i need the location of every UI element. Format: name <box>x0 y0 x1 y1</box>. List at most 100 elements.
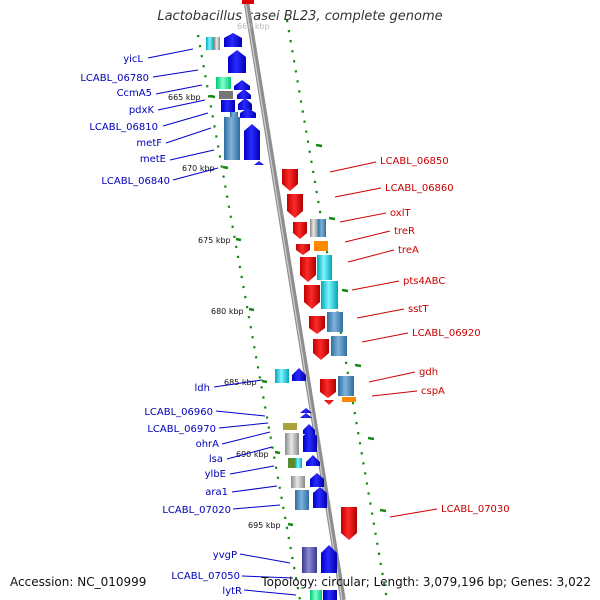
label-ohrA[interactable]: ohrA <box>196 439 220 450</box>
gene-ara1[interactable] <box>291 476 305 488</box>
label-LCABL_06920[interactable]: LCABL_06920 <box>412 328 481 339</box>
gene-LCABL_06970[interactable] <box>300 413 312 418</box>
gene-box[interactable] <box>327 312 343 332</box>
label-ldh[interactable]: ldh <box>195 383 210 394</box>
gene-box[interactable] <box>214 37 220 50</box>
forward-strand-genes <box>206 33 337 600</box>
gene-ylbE[interactable] <box>288 458 295 468</box>
scale-label-680: 680 kbp <box>211 307 244 316</box>
label-sstT[interactable]: sstT <box>408 304 429 315</box>
gene-arrow[interactable] <box>303 430 317 452</box>
label-LCABL_07030[interactable]: LCABL_07030 <box>441 504 510 515</box>
left-label-connectors <box>147 48 297 596</box>
gene-box[interactable] <box>295 458 302 468</box>
gene-box[interactable] <box>342 397 356 402</box>
label-LCABL_06960[interactable]: LCABL_06960 <box>144 407 213 418</box>
gene-LCABL_06860[interactable] <box>287 194 303 218</box>
gene-LCABL_06850[interactable] <box>282 169 298 191</box>
scale-label-670: 670 kbp <box>182 164 215 173</box>
outer-boundary-dots <box>285 19 389 600</box>
label-lytR[interactable]: lytR <box>222 586 242 597</box>
gene-arrow[interactable] <box>224 33 242 47</box>
gene-lytR[interactable] <box>310 590 322 600</box>
gene-box[interactable] <box>317 255 332 280</box>
gene-metE[interactable] <box>244 124 260 160</box>
gene-treR[interactable] <box>293 222 307 239</box>
gene-ohrA[interactable] <box>283 423 297 430</box>
gene-oxlT[interactable] <box>310 219 318 237</box>
label-LCABL_06810[interactable]: LCABL_06810 <box>89 122 158 133</box>
gene-arrow[interactable] <box>321 545 337 573</box>
gene-arrow[interactable] <box>237 89 251 99</box>
gene-box[interactable] <box>338 376 354 396</box>
scale-label-660: 660 kbp <box>237 22 270 31</box>
gene-LCABL_07030[interactable] <box>341 507 357 540</box>
gene-arrow[interactable] <box>313 487 327 508</box>
gene-yvgP[interactable] <box>302 547 317 573</box>
scale-label-675: 675 kbp <box>198 236 231 245</box>
label-LCABL_07050[interactable]: LCABL_07050 <box>171 571 240 582</box>
label-LCABL_06860[interactable]: LCABL_06860 <box>385 183 454 194</box>
label-lsa[interactable]: lsa <box>209 454 223 465</box>
label-LCABL_06840[interactable]: LCABL_06840 <box>101 176 170 187</box>
label-metE[interactable]: metE <box>140 154 166 165</box>
gene-LCABL_06840[interactable] <box>254 161 264 165</box>
reverse-strand-genes <box>282 169 357 540</box>
gene-arrow[interactable] <box>240 108 256 118</box>
gene-box[interactable] <box>331 336 347 356</box>
gene-sstT[interactable] <box>309 316 325 334</box>
gene-arrow[interactable] <box>304 285 320 309</box>
gene-treA[interactable] <box>314 241 328 251</box>
gene-LCABL_06780[interactable] <box>228 50 246 73</box>
label-LCABL_06850[interactable]: LCABL_06850 <box>380 156 449 167</box>
genome-summary: Topology: circular; Length: 3,079,196 bp… <box>261 575 591 589</box>
gene-gdh[interactable] <box>320 379 336 398</box>
gene-LCABL_06960[interactable] <box>300 408 312 413</box>
gene-pdxK[interactable] <box>221 100 235 112</box>
gene-ldh[interactable] <box>275 369 289 383</box>
label-LCABL_06970[interactable]: LCABL_06970 <box>147 424 216 435</box>
scale-label-665: 665 kbp <box>168 93 201 102</box>
gene-yicL[interactable] <box>206 37 214 50</box>
gene-arrow[interactable] <box>296 244 310 255</box>
gene-pts4ABC[interactable] <box>300 257 316 282</box>
right-label-connectors <box>329 161 438 518</box>
label-cspA[interactable]: cspA <box>421 386 445 397</box>
gene-arrow[interactable] <box>292 368 306 381</box>
gene-CcmA5[interactable] <box>216 77 231 89</box>
label-gdh[interactable]: gdh <box>419 367 438 378</box>
gene-arrow[interactable] <box>234 80 250 90</box>
label-oxlT[interactable]: oxlT <box>390 208 412 219</box>
gene-box[interactable] <box>323 590 337 600</box>
label-treR[interactable]: treR <box>394 226 415 237</box>
accession-label: Accession: NC_010999 <box>10 575 147 589</box>
gene-arrow[interactable] <box>238 98 252 110</box>
gene-LCABL_07020[interactable] <box>295 490 309 510</box>
label-yicL[interactable]: yicL <box>123 54 143 65</box>
label-LCABL_07020[interactable]: LCABL_07020 <box>162 505 231 516</box>
label-metF[interactable]: metF <box>136 138 162 149</box>
label-ara1[interactable]: ara1 <box>205 487 228 498</box>
gene-arrow[interactable] <box>310 473 324 487</box>
gene-arrow[interactable] <box>306 455 320 466</box>
label-CcmA5[interactable]: CcmA5 <box>117 88 152 99</box>
label-treA[interactable]: treA <box>398 245 419 256</box>
label-yvgP[interactable]: yvgP <box>213 550 237 561</box>
scale-label-685: 685 kbp <box>224 378 257 387</box>
gene-arrow[interactable] <box>303 424 315 434</box>
gene-metF[interactable] <box>224 117 240 160</box>
gene-LCABL_06810[interactable] <box>230 112 238 117</box>
gene-lsa[interactable] <box>285 433 299 455</box>
gene-box[interactable] <box>321 281 338 309</box>
scale-label-690: 690 kbp <box>236 450 269 459</box>
label-LCABL_06780[interactable]: LCABL_06780 <box>80 73 149 84</box>
label-ylbE[interactable]: ylbE <box>205 469 226 480</box>
label-pdxK[interactable]: pdxK <box>129 105 155 116</box>
inner-boundary-dots <box>196 34 302 600</box>
gene-LCABL_06920[interactable] <box>313 339 329 360</box>
gene-box[interactable] <box>219 91 233 99</box>
gene-cspA[interactable] <box>324 400 334 405</box>
gene-box[interactable] <box>318 219 326 237</box>
label-pts4ABC[interactable]: pts4ABC <box>403 276 445 287</box>
